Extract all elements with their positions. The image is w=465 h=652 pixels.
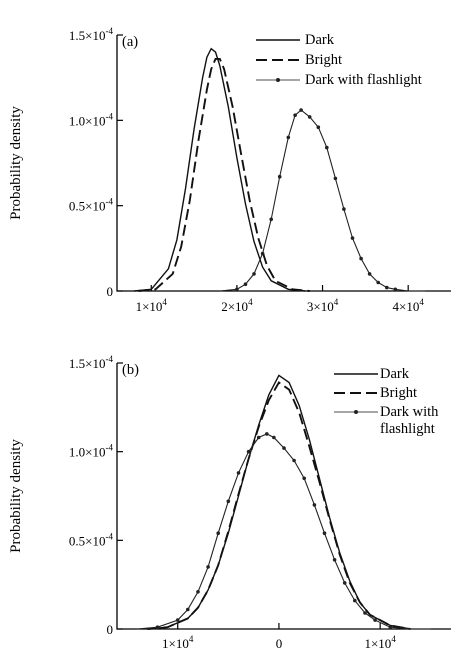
legend-entry: Bright — [305, 52, 342, 68]
data-point — [269, 217, 274, 222]
legend-entry: Bright — [380, 385, 417, 401]
x-tick-label: 4×104 — [393, 297, 425, 314]
data-point — [206, 565, 210, 569]
data-point — [376, 280, 381, 285]
series-line-dark — [147, 374, 411, 630]
data-point — [332, 558, 337, 562]
data-point — [293, 113, 297, 117]
y-tick-label: 1.0×10-4 — [69, 443, 114, 460]
x-tick-label: 2×104 — [221, 297, 253, 314]
x-tick-label: 3×104 — [307, 297, 339, 314]
data-point — [260, 251, 265, 256]
data-point — [359, 256, 363, 261]
data-point — [393, 287, 398, 292]
data-point — [350, 236, 355, 240]
legend-entry: Dark — [380, 366, 410, 382]
legend-entry: Dark with flashlight — [380, 404, 439, 437]
y-tick-label: 0.5×10-4 — [69, 531, 114, 548]
data-point — [322, 531, 327, 535]
data-point — [307, 115, 312, 119]
data-point — [256, 435, 261, 440]
data-point — [312, 503, 317, 507]
data-point — [235, 287, 239, 292]
data-point — [325, 145, 329, 150]
data-point — [292, 458, 296, 463]
data-point — [196, 590, 200, 594]
y-axis-label: Probability density — [8, 106, 24, 220]
legend: Dark Bright Dark with flashlight — [256, 32, 422, 88]
series-line-bright — [138, 57, 310, 292]
data-point — [226, 499, 231, 504]
legend-marker — [276, 78, 280, 82]
data-point — [302, 476, 307, 481]
series-line-dark-with-flashlight — [137, 433, 431, 630]
data-point — [216, 531, 220, 535]
legend-marker — [354, 410, 358, 414]
data-point — [243, 282, 248, 287]
x-tick-label: 0 — [276, 636, 283, 651]
data-point — [373, 618, 377, 622]
x-tick-label: 1×104 — [364, 634, 396, 651]
series-line-dark — [134, 47, 306, 292]
data-point — [246, 449, 251, 454]
y-tick-label: 1.5×10-4 — [69, 354, 114, 371]
series-line-bright — [147, 381, 411, 630]
data-point — [363, 611, 367, 615]
data-point — [155, 625, 160, 629]
data-point — [252, 272, 256, 276]
y-tick-label: 0 — [107, 284, 114, 299]
y-tick-label: 0 — [107, 622, 114, 637]
y-tick-label: 1.5×10-4 — [69, 26, 114, 43]
y-tick-label: 1.0×10-4 — [69, 111, 114, 128]
legend-entry: Dark with flashlight — [305, 72, 422, 88]
data-point — [175, 618, 180, 622]
data-point — [277, 174, 282, 179]
x-tick-label: 1×104 — [136, 297, 168, 314]
y-tick-label: 0.5×10-4 — [69, 197, 114, 214]
data-point — [316, 125, 321, 129]
legend: Dark Bright Dark with flashlight — [334, 366, 439, 437]
data-point — [342, 581, 347, 585]
panel-label: (b) — [122, 362, 139, 378]
axis-frame — [116, 363, 451, 630]
data-point — [282, 446, 286, 450]
chart-panel-1: 0 0.5×10-4 1.0×10-4 1.5×10-4 1×104 2×104 3×104… — [8, 26, 451, 314]
data-point — [272, 435, 276, 440]
x-tick-label: 1×104 — [162, 634, 194, 651]
legend-entry: Dark — [305, 32, 335, 48]
chart-panel-2: 0 0.5×10-4 1.0×10-4 1.5×10-4 1×104 0 1×104 Prob… — [8, 354, 451, 651]
data-point — [353, 598, 357, 603]
data-point — [299, 108, 303, 112]
data-point — [333, 176, 338, 181]
data-point — [265, 432, 269, 436]
data-point — [236, 471, 241, 475]
data-point — [388, 625, 393, 629]
data-point — [286, 135, 291, 140]
data-point — [367, 272, 372, 276]
data-point — [385, 285, 389, 290]
y-axis-label: Probability density — [8, 439, 24, 553]
data-point — [186, 607, 190, 612]
panel-label: (a) — [122, 34, 138, 50]
data-point — [342, 207, 346, 211]
